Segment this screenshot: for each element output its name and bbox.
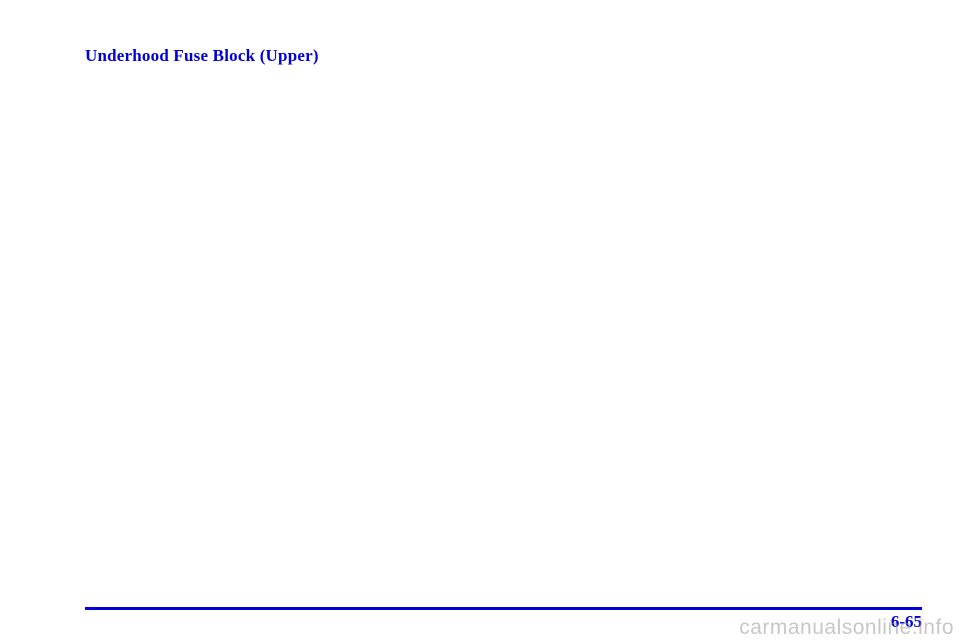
footer-rule	[85, 607, 922, 610]
watermark-text: carmanualsonline.info	[739, 616, 954, 640]
manual-page: Underhood Fuse Block (Upper) 6-65 carman…	[0, 0, 960, 640]
section-heading: Underhood Fuse Block (Upper)	[85, 46, 319, 66]
